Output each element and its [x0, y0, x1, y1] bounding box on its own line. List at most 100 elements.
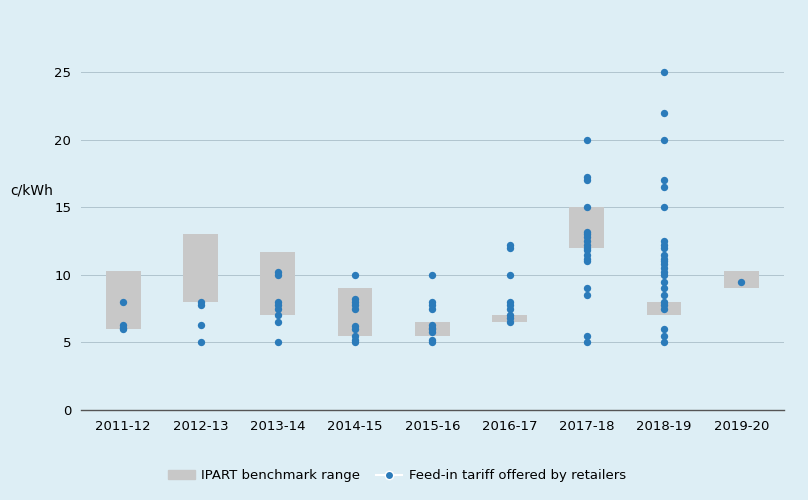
Point — [503, 304, 516, 312]
Point — [658, 260, 671, 268]
Bar — [260, 252, 295, 316]
Point — [658, 176, 671, 184]
Bar — [338, 288, 372, 336]
Point — [658, 108, 671, 116]
Point — [580, 174, 593, 182]
Point — [580, 230, 593, 238]
Point — [658, 268, 671, 276]
Point — [734, 278, 747, 285]
Point — [580, 228, 593, 235]
Point — [348, 298, 361, 306]
Bar — [183, 234, 218, 302]
Point — [658, 254, 671, 262]
Point — [503, 312, 516, 320]
Point — [580, 254, 593, 262]
Point — [658, 300, 671, 308]
Point — [271, 338, 284, 346]
Point — [658, 203, 671, 211]
Point — [503, 244, 516, 252]
Point — [426, 336, 439, 344]
Point — [117, 321, 130, 329]
Point — [348, 322, 361, 330]
Point — [580, 258, 593, 266]
Point — [658, 304, 671, 312]
Point — [658, 241, 671, 249]
Point — [348, 295, 361, 303]
Point — [117, 324, 130, 332]
Point — [658, 278, 671, 285]
Bar — [646, 302, 681, 316]
Point — [194, 298, 207, 306]
Point — [426, 271, 439, 279]
Point — [658, 271, 671, 279]
Point — [658, 237, 671, 245]
Point — [503, 314, 516, 322]
Point — [580, 237, 593, 245]
Point — [580, 246, 593, 254]
Bar — [570, 207, 604, 248]
Point — [580, 291, 593, 299]
Bar — [106, 271, 141, 329]
Point — [503, 298, 516, 306]
Point — [658, 264, 671, 272]
Point — [271, 318, 284, 326]
Point — [658, 136, 671, 143]
Point — [580, 136, 593, 143]
Point — [658, 183, 671, 191]
Point — [426, 298, 439, 306]
Point — [194, 321, 207, 329]
Point — [426, 325, 439, 333]
Point — [580, 176, 593, 184]
Bar — [492, 316, 527, 322]
Point — [658, 244, 671, 252]
Point — [658, 332, 671, 340]
Point — [658, 325, 671, 333]
Point — [194, 338, 207, 346]
Point — [426, 328, 439, 336]
Point — [271, 271, 284, 279]
Point — [658, 258, 671, 266]
Point — [426, 324, 439, 332]
Point — [580, 284, 593, 292]
Point — [194, 300, 207, 308]
Point — [271, 300, 284, 308]
Point — [348, 300, 361, 308]
Point — [271, 304, 284, 312]
Point — [658, 338, 671, 346]
Point — [658, 284, 671, 292]
Bar — [415, 322, 450, 336]
Point — [503, 300, 516, 308]
Point — [271, 268, 284, 276]
Point — [658, 68, 671, 76]
Point — [503, 241, 516, 249]
Point — [658, 291, 671, 299]
Point — [580, 241, 593, 249]
Point — [426, 304, 439, 312]
Point — [348, 336, 361, 344]
Point — [503, 318, 516, 326]
Point — [580, 332, 593, 340]
Point — [117, 298, 130, 306]
Point — [348, 304, 361, 312]
Point — [348, 271, 361, 279]
Point — [348, 325, 361, 333]
Point — [580, 244, 593, 252]
Bar — [724, 271, 759, 288]
Point — [271, 312, 284, 320]
Point — [580, 203, 593, 211]
Point — [503, 271, 516, 279]
Point — [426, 321, 439, 329]
Point — [426, 338, 439, 346]
Text: c/kWh: c/kWh — [11, 184, 53, 198]
Point — [658, 298, 671, 306]
Point — [271, 298, 284, 306]
Point — [348, 332, 361, 340]
Point — [426, 300, 439, 308]
Point — [580, 233, 593, 241]
Point — [580, 250, 593, 258]
Point — [658, 250, 671, 258]
Legend: IPART benchmark range, Feed-in tariff offered by retailers: IPART benchmark range, Feed-in tariff of… — [163, 464, 631, 487]
Point — [348, 338, 361, 346]
Point — [580, 338, 593, 346]
Point — [117, 325, 130, 333]
